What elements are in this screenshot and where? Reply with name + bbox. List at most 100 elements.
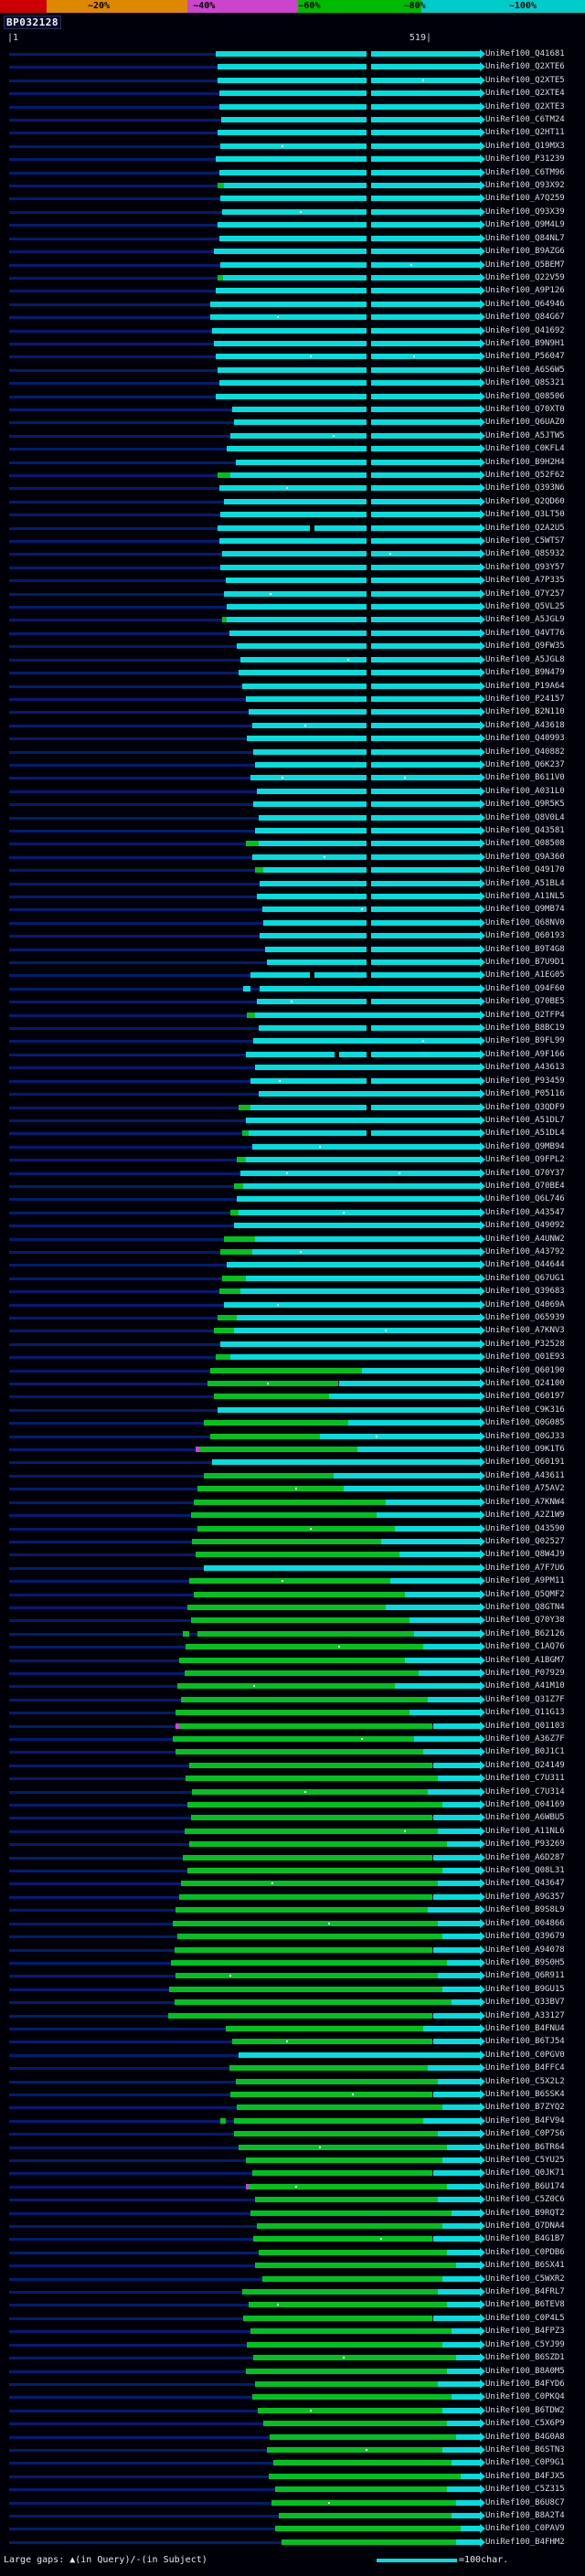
hit-bar-segment[interactable] bbox=[452, 2512, 480, 2518]
hit-label[interactable]: UniRef100_Q52F62 bbox=[485, 471, 565, 480]
hit-bar-segment[interactable] bbox=[216, 156, 480, 163]
hit-bar-segment[interactable] bbox=[187, 1604, 386, 1610]
hit-bar-segment[interactable] bbox=[437, 2197, 480, 2203]
hit-bar-segment[interactable] bbox=[271, 2499, 457, 2506]
hit-label[interactable]: UniRef100_Q64946 bbox=[485, 299, 565, 309]
hit-bar-segment[interactable] bbox=[243, 1182, 480, 1189]
hit-bar-segment[interactable] bbox=[188, 1578, 391, 1585]
hit-label[interactable]: UniRef100_A11NL6 bbox=[485, 1826, 565, 1836]
hit-bar-segment[interactable] bbox=[167, 2012, 433, 2019]
hit-bar-segment[interactable] bbox=[176, 1749, 424, 1755]
hit-bar-segment[interactable] bbox=[255, 1065, 480, 1071]
hit-label[interactable]: UniRef100_A9G357 bbox=[485, 1892, 565, 1902]
hit-label[interactable]: UniRef100_Q2XTE4 bbox=[485, 89, 565, 99]
hit-bar-segment[interactable] bbox=[395, 1683, 480, 1690]
hit-label[interactable]: UniRef100_B9H2H4 bbox=[485, 457, 565, 467]
hit-bar-segment[interactable] bbox=[218, 90, 480, 97]
hit-bar-segment[interactable] bbox=[186, 1644, 424, 1650]
hit-bar-segment[interactable] bbox=[239, 670, 480, 676]
hit-label[interactable]: UniRef100_Q9FW35 bbox=[485, 641, 565, 652]
hit-bar-segment[interactable] bbox=[241, 2289, 438, 2295]
hit-label[interactable]: UniRef100_Q84NL7 bbox=[485, 233, 565, 243]
hit-label[interactable]: UniRef100_C0P7S6 bbox=[485, 2129, 565, 2139]
hit-label[interactable]: UniRef100_A36Z7F bbox=[485, 1734, 565, 1744]
hit-bar-segment[interactable] bbox=[174, 1999, 452, 2006]
hit-label[interactable]: UniRef100_C5YJ99 bbox=[485, 2339, 565, 2349]
hit-label[interactable]: UniRef100_Q93X39 bbox=[485, 207, 565, 217]
hit-bar-segment[interactable] bbox=[461, 2473, 480, 2479]
hit-bar-segment[interactable] bbox=[212, 327, 480, 334]
hit-bar-segment[interactable] bbox=[413, 1630, 480, 1637]
hit-label[interactable]: UniRef100_Q04169 bbox=[485, 1800, 565, 1810]
hit-bar-segment[interactable] bbox=[452, 2210, 480, 2216]
hit-bar-segment[interactable] bbox=[217, 274, 223, 281]
hit-bar-segment[interactable] bbox=[441, 2157, 480, 2163]
hit-bar-segment[interactable] bbox=[220, 2117, 226, 2124]
hit-bar-segment[interactable] bbox=[347, 1420, 480, 1426]
hit-bar-segment[interactable] bbox=[258, 2249, 447, 2255]
hit-bar-segment[interactable] bbox=[217, 525, 480, 531]
hit-label[interactable]: UniRef100_P31239 bbox=[485, 154, 565, 164]
hit-bar-segment[interactable] bbox=[216, 354, 480, 360]
hit-bar-segment[interactable] bbox=[176, 1723, 179, 1729]
hit-label[interactable]: UniRef100_Q70BE4 bbox=[485, 1181, 565, 1191]
hit-bar-segment[interactable] bbox=[255, 2380, 438, 2387]
hit-label[interactable]: UniRef100_Q41692 bbox=[485, 325, 565, 335]
hit-bar-segment[interactable] bbox=[232, 406, 480, 412]
hit-bar-segment[interactable] bbox=[239, 1288, 480, 1295]
hit-bar-segment[interactable] bbox=[220, 564, 480, 570]
hit-label[interactable]: UniRef100_Q4069A bbox=[485, 1299, 565, 1309]
hit-label[interactable]: UniRef100_B6SSK4 bbox=[485, 2089, 565, 2099]
hit-bar-segment[interactable] bbox=[334, 1472, 480, 1479]
hit-bar-segment[interactable] bbox=[251, 722, 480, 728]
hit-bar-segment[interactable] bbox=[253, 2236, 433, 2242]
hit-label[interactable]: UniRef100_Q8V0L4 bbox=[485, 812, 565, 822]
hit-bar-segment[interactable] bbox=[174, 1946, 433, 1953]
hit-label[interactable]: UniRef100_Q70BE5 bbox=[485, 997, 565, 1007]
hit-bar-segment[interactable] bbox=[197, 1486, 344, 1492]
hit-bar-segment[interactable] bbox=[452, 1999, 480, 2006]
hit-bar-segment[interactable] bbox=[217, 77, 480, 83]
hit-bar-segment[interactable] bbox=[251, 853, 480, 860]
hit-bar-segment[interactable] bbox=[247, 1012, 256, 1018]
hit-bar-segment[interactable] bbox=[441, 2446, 480, 2453]
hit-bar-segment[interactable] bbox=[194, 1591, 405, 1597]
hit-label[interactable]: UniRef100_Q7DNA4 bbox=[485, 2221, 565, 2231]
hit-label[interactable]: UniRef100_A6S6W5 bbox=[485, 365, 565, 375]
hit-bar-segment[interactable] bbox=[282, 2539, 457, 2545]
hit-label[interactable]: UniRef100_A5JTW5 bbox=[485, 430, 565, 440]
hit-bar-segment[interactable] bbox=[237, 1196, 480, 1203]
hit-label[interactable]: UniRef100_B4FV94 bbox=[485, 2115, 565, 2125]
hit-label[interactable]: UniRef100_P32528 bbox=[485, 1339, 565, 1349]
hit-label[interactable]: UniRef100_Q0G085 bbox=[485, 1418, 565, 1428]
hit-label[interactable]: UniRef100_A7F7U6 bbox=[485, 1563, 565, 1573]
hit-bar-segment[interactable] bbox=[220, 261, 480, 268]
hit-bar-segment[interactable] bbox=[404, 1657, 480, 1663]
hit-label[interactable]: UniRef100_Q08508 bbox=[485, 839, 565, 849]
hit-label[interactable]: UniRef100_Q6K237 bbox=[485, 759, 565, 769]
hit-label[interactable]: UniRef100_C5X2L2 bbox=[485, 2076, 565, 2086]
hit-bar-segment[interactable] bbox=[251, 2394, 452, 2401]
hit-label[interactable]: UniRef100_B4FHM2 bbox=[485, 2537, 565, 2547]
hit-bar-segment[interactable] bbox=[250, 2210, 452, 2216]
hit-bar-segment[interactable] bbox=[176, 1973, 438, 1979]
hit-bar-segment[interactable] bbox=[357, 1447, 480, 1453]
hit-label[interactable]: UniRef100_C5WTS7 bbox=[485, 536, 565, 546]
hit-bar-segment[interactable] bbox=[441, 2104, 480, 2111]
hit-label[interactable]: UniRef100_A94078 bbox=[485, 1945, 565, 1955]
hit-label[interactable]: UniRef100_A33127 bbox=[485, 2010, 565, 2020]
hit-bar-segment[interactable] bbox=[216, 1354, 231, 1361]
hit-bar-segment[interactable] bbox=[245, 1051, 480, 1057]
hit-bar-segment[interactable] bbox=[223, 1301, 480, 1308]
hit-bar-segment[interactable] bbox=[217, 64, 480, 70]
hit-label[interactable]: UniRef100_Q8W4J9 bbox=[485, 1550, 565, 1560]
hit-bar-segment[interactable] bbox=[404, 1591, 480, 1597]
hit-bar-segment[interactable] bbox=[419, 1670, 480, 1676]
hit-bar-segment[interactable] bbox=[230, 1354, 480, 1361]
hit-bar-segment[interactable] bbox=[245, 1117, 480, 1123]
hit-label[interactable]: UniRef100_B7U9D1 bbox=[485, 958, 565, 968]
hit-bar-segment[interactable] bbox=[441, 2275, 480, 2282]
hit-label[interactable]: UniRef100_A7KNV3 bbox=[485, 1326, 565, 1336]
hit-bar-segment[interactable] bbox=[428, 2065, 480, 2072]
hit-bar-segment[interactable] bbox=[376, 1512, 480, 1519]
